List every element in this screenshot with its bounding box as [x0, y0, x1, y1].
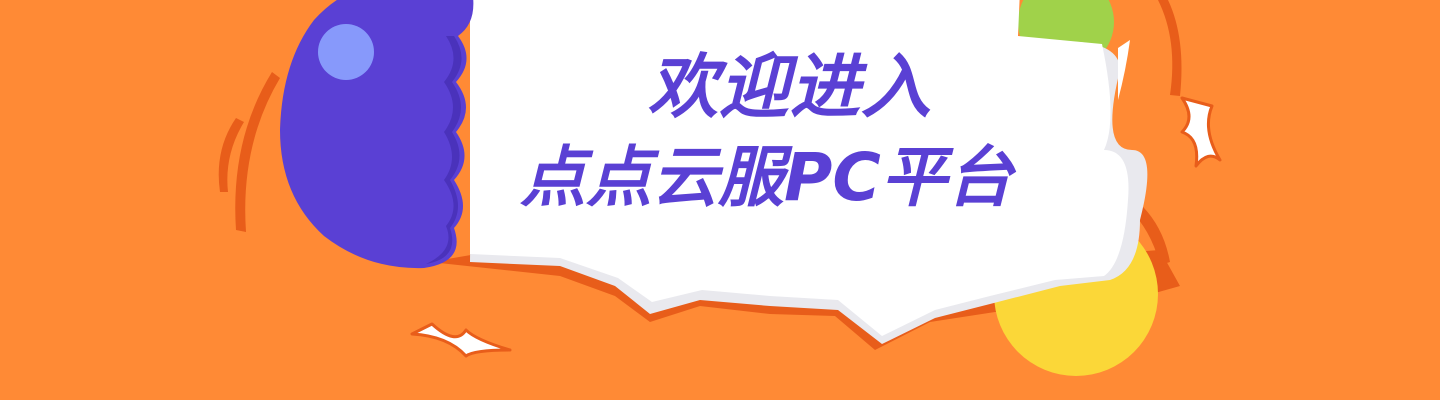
welcome-heading: 欢迎进入: [648, 46, 932, 128]
bottom-swoosh: [410, 322, 512, 358]
right-spark: [1180, 96, 1222, 168]
right-swoosh-shadow: [1158, 0, 1182, 96]
purple-highlight: [318, 24, 374, 80]
platform-title: 点点云服PC平台: [520, 139, 1013, 216]
right-top-crack: [1118, 40, 1130, 100]
left-swoosh-outer: [235, 72, 280, 232]
left-swoosh-inner: [218, 118, 244, 192]
purple-blob: [280, 0, 474, 269]
speech-bubble: [470, 0, 1129, 336]
purple-blob-edge: [426, 36, 462, 264]
